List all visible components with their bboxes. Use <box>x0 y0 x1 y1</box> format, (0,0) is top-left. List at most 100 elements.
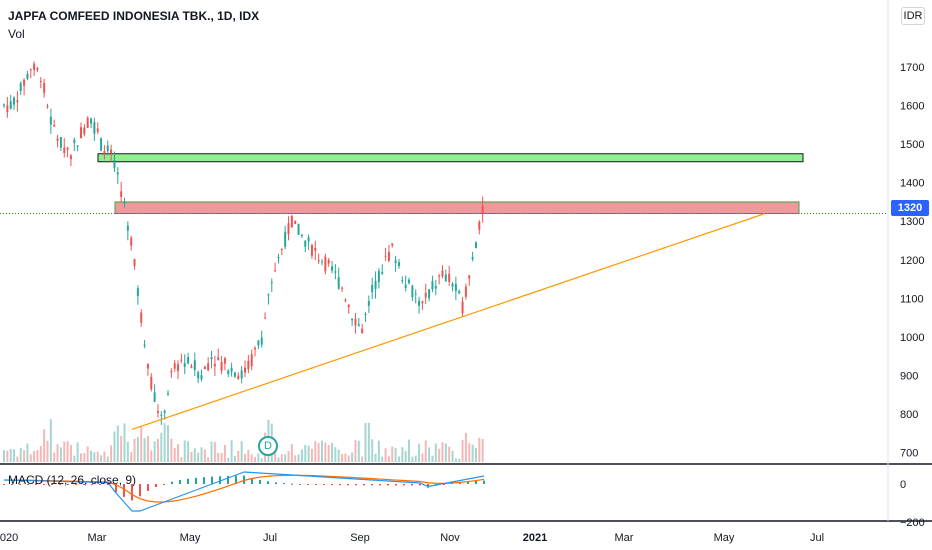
volume-bar <box>317 443 320 462</box>
currency-button[interactable]: IDR <box>901 7 925 25</box>
macd-histogram-bar <box>403 484 405 486</box>
price-tick-label: 700 <box>900 448 918 460</box>
candle-body <box>200 375 203 380</box>
volume-bar <box>167 425 170 462</box>
volume-bar <box>387 456 390 462</box>
macd-pane <box>3 471 485 512</box>
volume-bar <box>170 438 173 462</box>
candle-body <box>394 260 397 264</box>
volume-bar <box>474 447 477 462</box>
macd-histogram-bar <box>235 475 237 484</box>
candle-body <box>197 372 200 379</box>
macd-histogram-bar <box>83 484 85 485</box>
macd-histogram-bar <box>11 484 13 485</box>
candle-body <box>140 312 143 323</box>
volume-bar <box>320 440 323 462</box>
macd-tick-label: −200 <box>900 517 925 529</box>
candle-body <box>404 284 407 289</box>
dividend-marker-icon[interactable]: D <box>258 436 278 456</box>
volume-bar <box>53 452 56 462</box>
volume-bar <box>481 438 484 462</box>
volume-bar <box>361 456 364 462</box>
candle-body <box>160 414 163 416</box>
volume-bar <box>357 440 360 462</box>
volume-bar <box>341 453 344 462</box>
volume-bar <box>187 441 190 462</box>
candle-body <box>448 273 451 282</box>
candle-body <box>207 363 210 371</box>
candle-body <box>93 122 96 134</box>
candle-body <box>424 292 427 298</box>
volume-bar <box>193 448 196 462</box>
volume-bar <box>247 449 250 462</box>
candle-body <box>310 245 313 256</box>
candle-body <box>69 155 72 160</box>
volume-bar <box>13 449 16 462</box>
volume-bar <box>364 422 367 462</box>
macd-histogram-bar <box>483 480 485 484</box>
candle-body <box>237 375 240 379</box>
candle-body <box>146 363 149 369</box>
volume-bar <box>156 438 159 462</box>
macd-histogram-bar <box>331 484 333 486</box>
macd-histogram-bar <box>147 484 149 492</box>
volume-bar <box>310 448 313 462</box>
candle-body <box>153 392 156 402</box>
candle-body <box>418 300 421 306</box>
price-tick-label: 900 <box>900 370 918 382</box>
volume-bar <box>63 441 66 462</box>
candle-body <box>43 83 46 93</box>
volume-bar <box>100 455 103 462</box>
candle-body <box>414 293 417 295</box>
candle-body <box>257 340 260 346</box>
volume-bar <box>464 432 467 462</box>
macd-histogram-bar <box>155 484 157 488</box>
volume-bar <box>327 444 330 462</box>
volume-bar <box>428 447 431 462</box>
candle-body <box>79 127 82 139</box>
candle-body <box>264 317 267 319</box>
volume-bar <box>96 451 99 462</box>
macd-line <box>3 471 485 512</box>
volume-bar <box>163 423 166 462</box>
candle-body <box>177 364 180 371</box>
volume-bar <box>367 422 370 462</box>
volume-legend-label: Vol <box>8 27 25 41</box>
volume-bar <box>478 437 481 462</box>
candle-body <box>391 243 394 246</box>
volume-bar <box>146 436 149 462</box>
volume-bar <box>277 457 280 462</box>
macd-histogram-bar <box>19 484 21 485</box>
macd-histogram-bar <box>59 484 61 485</box>
candle-body <box>96 128 99 132</box>
candle-body <box>36 68 39 70</box>
upper-zone-rect <box>97 153 804 163</box>
time-tick-label: Jul <box>263 532 277 544</box>
volume-bar <box>230 440 233 462</box>
time-tick-label: Mar <box>88 532 107 544</box>
volume-bar <box>381 456 384 462</box>
volume-bar <box>36 449 39 462</box>
candle-body <box>46 106 49 108</box>
candle-body <box>441 270 444 277</box>
volume-bar <box>307 445 310 462</box>
candle-body <box>213 363 216 367</box>
candle-body <box>294 220 297 224</box>
candle-body <box>377 270 380 283</box>
macd-histogram-bar <box>115 484 117 493</box>
time-tick-label: May <box>714 532 735 544</box>
candle-body <box>83 127 86 135</box>
candle-body <box>411 285 414 298</box>
volume-bar <box>424 440 427 462</box>
macd-histogram-bar <box>75 484 77 485</box>
volume-bar <box>250 454 253 462</box>
candle-body <box>260 337 263 345</box>
volume-bar <box>257 453 260 462</box>
candle-body <box>133 259 136 266</box>
volume-bar <box>404 450 407 462</box>
volume-bar <box>254 456 257 462</box>
candle-body <box>150 376 153 390</box>
volume-bar <box>56 444 59 462</box>
candle-body <box>297 223 300 235</box>
candle-body <box>53 124 56 127</box>
